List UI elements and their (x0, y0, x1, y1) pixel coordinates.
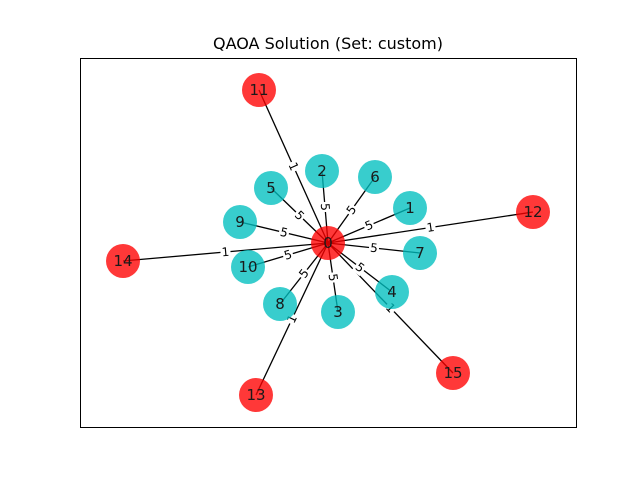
edge-weight-background (285, 159, 302, 174)
edge-weight-background (219, 244, 232, 260)
node-1: 1 (393, 191, 427, 225)
edge-weight-background (291, 206, 308, 225)
node-label: 5 (266, 179, 276, 197)
edge-weight-background (361, 217, 377, 234)
node-label: 12 (523, 203, 542, 221)
node-label: 9 (235, 213, 245, 231)
edge-weight-background (424, 219, 437, 236)
node-label: 1 (405, 199, 415, 217)
edge-weight-text: 1 (221, 245, 230, 260)
node-15: 15 (436, 356, 470, 390)
node-circle (305, 154, 339, 188)
edge-weight-background (295, 265, 313, 282)
node-6: 6 (358, 160, 392, 194)
edge-weight-0-4: 5 (351, 258, 369, 277)
edge-weight-0-14: 1 (219, 244, 232, 260)
edge-weight-0-2: 5 (317, 201, 333, 213)
node-9: 9 (223, 205, 257, 239)
node-13: 13 (239, 378, 273, 412)
node-label: 14 (113, 252, 132, 270)
edge-weight-text: 5 (282, 247, 293, 263)
edge-weight-text: 5 (318, 203, 333, 212)
edge-weight-background (342, 201, 361, 219)
figure-title: QAOA Solution (Set: custom) (213, 34, 443, 53)
edge-weight-background (325, 271, 341, 284)
node-5: 5 (254, 171, 288, 205)
node-circle (231, 250, 265, 284)
node-10: 10 (231, 250, 265, 284)
node-circle (223, 205, 257, 239)
node-12: 12 (516, 195, 550, 229)
node-circle (239, 378, 273, 412)
edge-weight-background (351, 258, 369, 277)
node-circle (242, 73, 276, 107)
edge-weight-text: 5 (279, 225, 290, 240)
node-11: 11 (242, 73, 276, 107)
node-circle (321, 295, 355, 329)
node-0: 0 (311, 226, 345, 260)
node-label: 11 (249, 81, 268, 99)
node-label: 3 (333, 303, 343, 321)
edge-weight-0-12: 1 (424, 219, 437, 236)
node-label: 6 (370, 168, 380, 186)
node-circle (254, 171, 288, 205)
edge-weight-0-1: 5 (361, 217, 377, 234)
node-label: 0 (323, 234, 333, 252)
edge-weight-0-6: 5 (342, 201, 361, 219)
node-circle (263, 287, 297, 321)
node-label: 4 (387, 283, 397, 301)
node-2: 2 (305, 154, 339, 188)
node-circle (375, 275, 409, 309)
edge-weight-background (277, 224, 291, 241)
node-label: 7 (415, 244, 425, 262)
edge-weight-0-9: 5 (277, 224, 291, 241)
node-circle (516, 195, 550, 229)
node-circle (393, 191, 427, 225)
edge-weight-text: 5 (369, 241, 378, 256)
edge-weight-background (281, 246, 295, 264)
edge-weight-0-7: 5 (368, 240, 380, 256)
node-7: 7 (403, 236, 437, 270)
node-circle (436, 356, 470, 390)
edge-weight-0-11: 1 (285, 159, 302, 174)
node-4: 4 (375, 275, 409, 309)
edge-weight-0-8: 5 (295, 265, 313, 282)
edge-weight-0-10: 5 (281, 246, 295, 264)
node-8: 8 (263, 287, 297, 321)
edge-weight-text: 5 (326, 273, 341, 283)
node-label: 15 (443, 364, 462, 382)
node-circle (311, 226, 345, 260)
node-label: 13 (246, 386, 265, 404)
edge-weight-background (368, 240, 380, 256)
edge-weight-text: 1 (426, 220, 436, 235)
edge-weight-0-3: 5 (325, 271, 341, 284)
node-circle (358, 160, 392, 194)
node-circle (106, 244, 140, 278)
node-label: 8 (275, 295, 285, 313)
node-3: 3 (321, 295, 355, 329)
node-label: 10 (238, 258, 257, 276)
node-label: 2 (317, 162, 327, 180)
node-14: 14 (106, 244, 140, 278)
plot-frame (80, 58, 577, 428)
node-circle (403, 236, 437, 270)
edge-weight-background (317, 201, 333, 213)
